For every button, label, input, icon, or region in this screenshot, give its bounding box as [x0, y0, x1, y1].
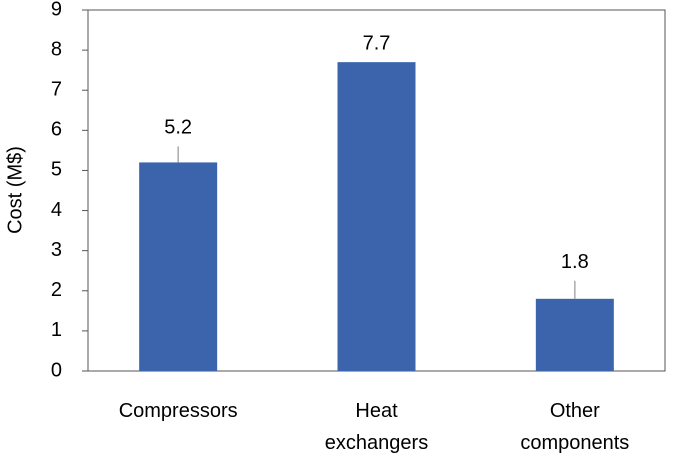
bar [337, 62, 416, 372]
y-tick-label: 7 [51, 79, 62, 101]
y-tick-label: 0 [51, 359, 62, 381]
y-tick-label: 6 [51, 119, 62, 141]
x-tick-label: Heat exchangers [324, 400, 429, 454]
y-tick-label: 8 [51, 38, 62, 60]
bar [535, 298, 614, 371]
x-tick-label: Other components [520, 400, 630, 454]
bar [139, 162, 218, 371]
data-label: 5.2 [164, 117, 192, 139]
y-tick-label: 2 [51, 279, 62, 301]
x-tick-label: Compressors [118, 400, 238, 422]
y-tick-label: 4 [51, 199, 62, 221]
data-label: 7.7 [363, 32, 391, 54]
y-tick-label: 3 [51, 239, 62, 261]
data-label: 1.8 [561, 251, 589, 273]
y-tick-label: 9 [51, 0, 62, 20]
y-tick-label: 1 [51, 319, 62, 341]
y-axis-label: Cost (M$) [4, 146, 26, 234]
y-tick-label: 5 [51, 159, 62, 181]
